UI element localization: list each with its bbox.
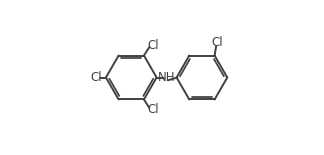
Text: Cl: Cl — [147, 103, 158, 116]
Text: Cl: Cl — [147, 39, 158, 52]
Text: Cl: Cl — [91, 71, 102, 84]
Text: Cl: Cl — [211, 36, 223, 49]
Text: NH: NH — [158, 71, 176, 84]
